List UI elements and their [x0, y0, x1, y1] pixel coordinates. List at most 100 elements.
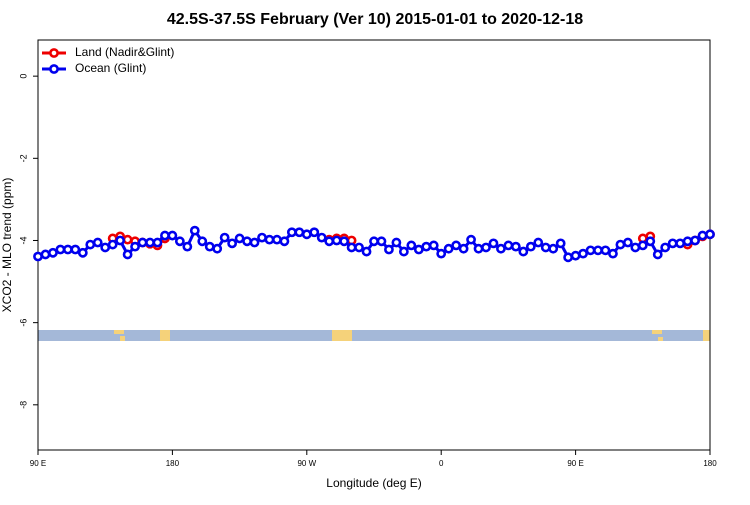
data-point — [428, 240, 439, 251]
data-point — [339, 236, 350, 247]
y-tick-label: -2 — [18, 154, 28, 162]
data-point — [137, 237, 148, 248]
data-point — [458, 243, 469, 254]
data-point — [301, 229, 312, 240]
x-tick-label: 0 — [439, 459, 444, 468]
data-point — [615, 239, 626, 250]
surface-strip — [38, 330, 710, 341]
data-point — [264, 234, 275, 245]
data-point — [331, 235, 342, 246]
data-point — [563, 252, 574, 263]
y-tick-label: -6 — [18, 319, 28, 327]
data-point — [33, 251, 43, 262]
data-point — [145, 237, 155, 248]
data-point — [346, 242, 357, 253]
data-point — [242, 236, 252, 247]
data-point — [466, 234, 476, 245]
data-point — [697, 230, 708, 241]
data-point — [488, 238, 499, 249]
data-point — [48, 247, 58, 258]
data-point — [182, 241, 193, 252]
data-point — [443, 243, 454, 254]
data-point — [622, 237, 633, 248]
data-point — [85, 239, 96, 250]
data-point — [272, 234, 282, 245]
data-point — [286, 227, 297, 238]
data-point — [555, 238, 566, 249]
data-point — [189, 225, 200, 236]
data-point — [257, 232, 267, 243]
data-point — [354, 242, 364, 253]
data-point — [40, 249, 51, 260]
data-point — [578, 248, 588, 259]
x-axis-label: Longitude (deg E) — [326, 476, 421, 490]
data-point — [167, 230, 178, 241]
data-point — [406, 240, 417, 251]
data-point — [92, 237, 103, 248]
data-point — [122, 249, 133, 260]
data-point — [503, 240, 514, 251]
data-point — [107, 239, 118, 250]
y-tick-label: -4 — [18, 236, 28, 244]
data-point — [294, 227, 305, 238]
y-tick-label: 0 — [18, 74, 28, 79]
x-tick-label: 90 E — [30, 459, 46, 468]
data-point — [637, 240, 648, 251]
legend-marker — [49, 64, 59, 74]
data-point — [548, 243, 559, 254]
legend-label: Land (Nadir&Glint) — [75, 45, 174, 59]
data-point — [436, 248, 447, 259]
data-point — [77, 247, 88, 258]
data-point — [630, 242, 641, 253]
data-point — [608, 248, 618, 259]
data-point — [645, 236, 656, 247]
data-point — [682, 236, 693, 247]
data-point — [152, 237, 163, 248]
data-point — [234, 233, 245, 244]
data-point — [62, 244, 73, 255]
data-point — [496, 243, 506, 254]
data-point — [115, 235, 126, 246]
data-point — [398, 246, 409, 257]
data-point — [70, 244, 81, 255]
data-point — [197, 236, 208, 247]
data-point — [510, 241, 521, 252]
data-point — [100, 242, 111, 253]
data-point — [249, 237, 260, 248]
data-point — [384, 244, 394, 255]
data-point — [122, 234, 133, 245]
data-point — [219, 232, 230, 243]
data-point — [451, 240, 462, 251]
data-point — [174, 236, 185, 247]
data-point — [593, 245, 603, 256]
data-point — [130, 241, 140, 252]
legend-label: Ocean (Glint) — [75, 61, 146, 75]
data-point — [204, 241, 215, 252]
data-point — [391, 237, 402, 248]
data-point — [667, 238, 678, 249]
chart-title: 42.5S-37.5S February (Ver 10) 2015-01-01… — [167, 11, 583, 28]
data-point — [705, 229, 715, 240]
data-point — [413, 244, 424, 255]
data-point — [309, 227, 320, 238]
data-point — [316, 232, 327, 243]
data-point — [324, 236, 335, 247]
data-point — [600, 245, 611, 256]
data-point — [227, 238, 238, 249]
data-point — [525, 241, 536, 252]
x-tick-label: 90 E — [567, 459, 583, 468]
y-axis-label: XCO2 - MLO trend (ppm) — [0, 178, 14, 313]
data-point — [585, 245, 596, 256]
data-point — [473, 243, 484, 254]
data-point — [570, 250, 581, 261]
data-point — [160, 230, 170, 241]
data-point — [361, 246, 372, 257]
data-point — [660, 242, 671, 253]
x-tick-label: 180 — [166, 459, 180, 468]
data-point — [540, 242, 551, 253]
legend-marker — [49, 48, 59, 58]
data-point — [675, 238, 686, 249]
data-point — [481, 242, 491, 253]
data-point — [279, 236, 290, 247]
